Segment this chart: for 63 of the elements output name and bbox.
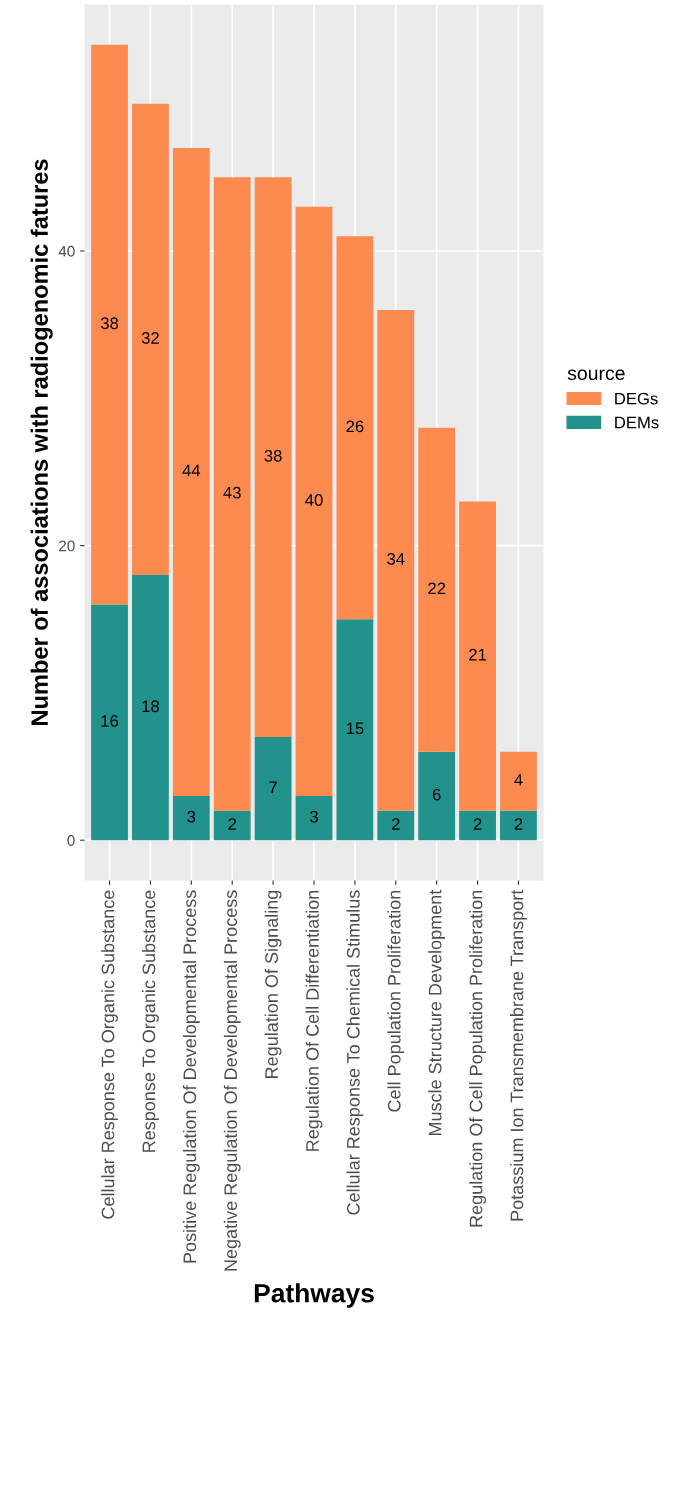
y-tick-label: 20 bbox=[59, 540, 75, 552]
x-tick-label: Cell Population Proliferation bbox=[387, 890, 405, 1112]
data-label: 16 bbox=[101, 715, 119, 727]
data-label: 38 bbox=[264, 449, 282, 462]
bar bbox=[377, 810, 415, 841]
data-label: 4 bbox=[514, 774, 523, 786]
x-tick-label: Cellular Response To Organic Substance bbox=[101, 890, 118, 1219]
bar bbox=[459, 810, 496, 841]
data-label: 3 bbox=[187, 810, 196, 823]
data-label: 26 bbox=[346, 420, 364, 433]
data-label: 32 bbox=[141, 332, 159, 344]
bar bbox=[91, 604, 128, 841]
data-label: 22 bbox=[428, 582, 446, 595]
bar bbox=[295, 796, 333, 841]
bar bbox=[172, 147, 210, 797]
bar bbox=[91, 44, 128, 605]
bar bbox=[500, 810, 537, 841]
data-label: 21 bbox=[469, 648, 487, 661]
bar bbox=[418, 751, 456, 841]
data-label: 18 bbox=[142, 700, 159, 713]
y-tick-label: 40 bbox=[58, 245, 75, 257]
data-label: 44 bbox=[182, 464, 201, 477]
x-tick-label: Response To Organic Substance bbox=[142, 890, 159, 1152]
data-label: 34 bbox=[387, 553, 405, 565]
legend-title: source bbox=[567, 369, 625, 381]
y-axis-title: Number of associations with radiogenomic fatures bbox=[30, 159, 53, 725]
bar bbox=[132, 103, 169, 576]
bar bbox=[295, 206, 333, 797]
bar bbox=[132, 575, 169, 841]
x-tick-label: Regulation Of Signaling bbox=[264, 890, 282, 1078]
x-tick-label: Positive Regulation Of Developmental Process bbox=[182, 890, 200, 1263]
data-label: 7 bbox=[269, 781, 277, 793]
bar bbox=[500, 751, 537, 811]
bar bbox=[377, 309, 415, 811]
bar bbox=[254, 737, 292, 841]
bar bbox=[336, 236, 374, 620]
legend-label: DEMs bbox=[615, 416, 659, 429]
bar bbox=[172, 796, 210, 841]
data-label: 3 bbox=[310, 810, 318, 823]
x-tick-label: Regulation Of Cell Population Proliferation bbox=[469, 890, 486, 1227]
bar bbox=[213, 810, 251, 841]
bar bbox=[336, 619, 374, 841]
data-label: 15 bbox=[346, 722, 364, 735]
data-label: 2 bbox=[514, 818, 523, 830]
data-label: 2 bbox=[228, 818, 237, 830]
data-label: 2 bbox=[473, 818, 482, 830]
bar bbox=[418, 427, 456, 752]
data-label: 6 bbox=[432, 788, 441, 801]
data-label: 2 bbox=[391, 818, 400, 830]
data-label: 43 bbox=[223, 486, 241, 499]
x-tick-label: Regulation Of Cell Differentiation bbox=[305, 890, 323, 1151]
x-tick-label: Potassium Ion Transmembrane Transport bbox=[510, 889, 527, 1221]
bar bbox=[213, 177, 251, 811]
x-tick-label: Cellular Response To Chemical Stimulus bbox=[346, 890, 364, 1215]
y-tick-label: 0 bbox=[67, 835, 75, 846]
data-label: 38 bbox=[100, 317, 119, 330]
bar bbox=[459, 501, 496, 811]
x-tick-label: Muscle Structure Development bbox=[428, 889, 446, 1136]
legend-label: DEGs bbox=[615, 392, 658, 405]
x-tick-label: Negative Regulation Of Developmental Process bbox=[223, 890, 241, 1271]
x-axis-title: Pathways bbox=[254, 1283, 374, 1308]
bar bbox=[254, 177, 292, 738]
data-label: 40 bbox=[305, 494, 323, 506]
